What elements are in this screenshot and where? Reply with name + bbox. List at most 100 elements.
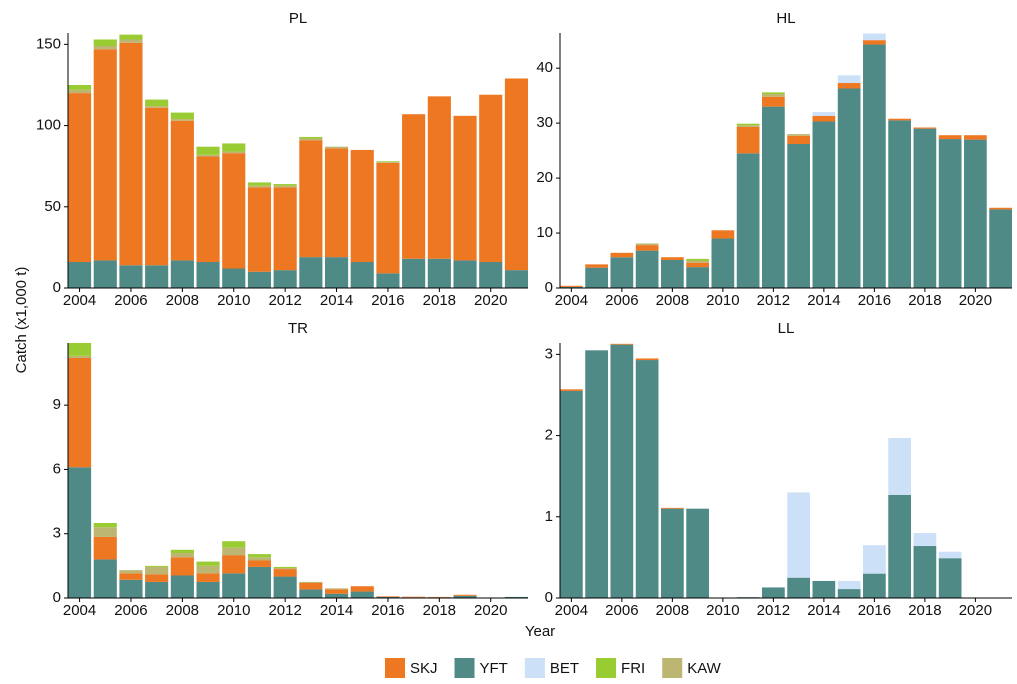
x-tick-label: 2020 — [959, 602, 992, 619]
bar-segment — [248, 567, 271, 598]
y-tick-label: 0 — [545, 589, 553, 606]
bar-segment — [94, 39, 117, 45]
bar-segment — [274, 187, 297, 270]
x-tick-label: 2008 — [166, 292, 199, 309]
bar-segment — [119, 43, 142, 266]
bar-segment — [119, 580, 142, 598]
bar-segment — [505, 270, 528, 288]
bar-segment — [68, 467, 91, 598]
x-tick-label: 2010 — [217, 602, 250, 619]
bar-segment — [636, 360, 659, 598]
bar-segment — [560, 286, 583, 287]
x-tick-label: 2012 — [268, 292, 301, 309]
legend-label: KAW — [687, 660, 721, 677]
x-tick-label: 2004 — [63, 292, 96, 309]
x-tick-label: 2014 — [320, 292, 353, 309]
y-tick-label: 150 — [36, 35, 61, 52]
bar-segment — [762, 97, 785, 107]
y-tick-label: 50 — [44, 198, 61, 215]
x-tick-label: 2018 — [908, 602, 941, 619]
y-tick-label: 2 — [545, 427, 553, 444]
y-tick-label: 20 — [536, 169, 553, 186]
bar-segment — [222, 573, 245, 598]
bar-segment — [119, 573, 142, 579]
bar-segment — [686, 509, 709, 598]
bar-segment — [196, 262, 219, 288]
bar-segment — [762, 94, 785, 97]
bar-segment — [712, 239, 735, 288]
bar-segment — [453, 116, 476, 261]
bar-segment — [94, 559, 117, 598]
bar-segment — [299, 257, 322, 288]
bar-segment — [888, 120, 911, 288]
bar-segment — [479, 95, 502, 262]
y-tick-label: 1 — [545, 508, 553, 525]
bar-segment — [222, 269, 245, 288]
bar-segment — [813, 581, 836, 598]
bar-segment — [737, 153, 760, 288]
bar-segment — [171, 553, 194, 557]
bar-segment — [171, 557, 194, 575]
legend-swatch — [662, 658, 682, 678]
bar-segment — [813, 121, 836, 288]
bar-segment — [299, 140, 322, 257]
bar-segment — [661, 509, 684, 598]
bar-segment — [914, 546, 937, 598]
x-tick-label: 2014 — [320, 602, 353, 619]
bar-segment — [145, 265, 168, 288]
bar-segment — [274, 567, 297, 568]
bar-segment — [402, 259, 425, 288]
bar-segment — [94, 523, 117, 527]
bar-segment — [376, 596, 399, 597]
bar-segment — [585, 268, 608, 288]
bar-segment — [888, 438, 911, 495]
bar-segment — [325, 257, 348, 288]
x-tick-label: 2020 — [474, 292, 507, 309]
bar-segment — [964, 140, 987, 288]
y-tick-label: 0 — [545, 279, 553, 296]
y-tick-label: 3 — [53, 525, 61, 542]
x-tick-label: 2018 — [423, 602, 456, 619]
bar-segment — [787, 134, 810, 136]
bar-segment — [914, 129, 937, 288]
bar-segment — [376, 163, 399, 273]
bar-segment — [939, 558, 962, 598]
bar-segment — [712, 230, 735, 238]
bar-segment — [196, 582, 219, 598]
bar-segment — [325, 147, 348, 149]
bar-segment — [68, 358, 91, 467]
bar-segment — [787, 144, 810, 288]
x-tick-label: 2006 — [605, 602, 638, 619]
legend-swatch — [455, 658, 475, 678]
x-tick-label: 2006 — [114, 292, 147, 309]
bar-segment — [585, 350, 608, 598]
bar-segment — [94, 537, 117, 560]
bar-segment — [325, 589, 348, 593]
bar-segment — [838, 89, 861, 288]
x-tick-label: 2012 — [757, 602, 790, 619]
y-tick-label: 40 — [536, 59, 553, 76]
bar-segment — [939, 552, 962, 558]
bar-segment — [914, 128, 937, 129]
bar-segment — [274, 184, 297, 186]
bar-segment — [299, 583, 322, 589]
y-axis-label: Catch (x1,000 t) — [13, 267, 30, 374]
bar-segment — [914, 533, 937, 546]
bar-segment — [274, 186, 297, 188]
bar-segment — [611, 344, 634, 345]
bar-segment — [636, 243, 659, 245]
bar-segment — [661, 260, 684, 288]
bar-segment — [863, 574, 886, 598]
bar-segment — [325, 594, 348, 598]
bar-segment — [119, 35, 142, 40]
x-tick-label: 2016 — [371, 292, 404, 309]
bar-segment — [686, 267, 709, 288]
x-tick-label: 2020 — [474, 602, 507, 619]
x-tick-label: 2010 — [706, 602, 739, 619]
bar-segment — [838, 581, 861, 589]
x-tick-label: 2012 — [757, 292, 790, 309]
bar-segment — [787, 136, 810, 144]
bar-segment — [686, 261, 709, 263]
bar-segment — [94, 260, 117, 288]
x-tick-label: 2020 — [959, 292, 992, 309]
